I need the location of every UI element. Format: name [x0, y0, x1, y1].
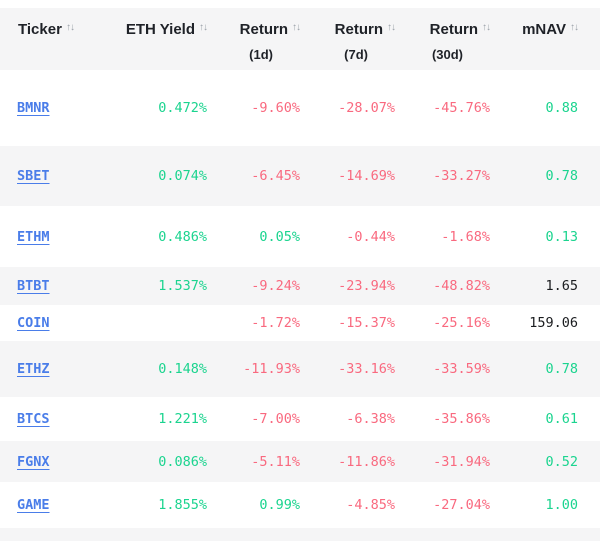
mnav-value: 0.78 [545, 361, 578, 377]
return-7d-value: -14.69% [338, 168, 395, 184]
ticker-link[interactable]: COIN [17, 315, 50, 331]
return-30d-value: -27.04% [433, 497, 490, 513]
return-30d-value: -35.86% [433, 411, 490, 427]
return-1d-value: -5.11% [251, 453, 300, 470]
ticker-link[interactable]: GAME [17, 497, 50, 513]
ticker-link[interactable]: ETHZ [17, 361, 50, 377]
ticker-cell: COIN [0, 315, 112, 331]
column-header-mnav[interactable]: mNAV ↑↓ [492, 21, 600, 46]
ticker-link[interactable]: ETHM [17, 228, 50, 245]
table-row: ETHM 0.486% 0.05% -0.44% -1.68% 0.13 [0, 206, 600, 267]
return-1d-value: -9.24% [251, 278, 300, 294]
column-header-eth-yield[interactable]: ETH Yield ↑↓ [112, 21, 208, 46]
column-label: Return ↑↓ [334, 21, 396, 38]
return-30d-value: -48.82% [433, 278, 490, 294]
sort-icon: ↑↓ [65, 22, 75, 33]
column-sublabel: (7d) [344, 47, 368, 62]
ticker-cell: BTCS [0, 411, 112, 427]
ticker-cell: SBET [0, 168, 112, 184]
mnav-value: 0.78 [545, 168, 578, 184]
return-30d-value: -33.27% [433, 168, 490, 184]
return-1d-value: 0.05% [259, 228, 300, 245]
column-header-return-1d[interactable]: Return ↑↓ (1d) [207, 21, 302, 63]
return-1d-value: -9.60% [251, 100, 300, 116]
return-7d-value: -15.37% [338, 315, 395, 331]
sort-icon: ↑↓ [292, 22, 301, 33]
column-label: Return ↑↓ [239, 21, 301, 38]
column-header-ticker[interactable]: Ticker ↑↓ [0, 21, 112, 46]
mnav-value: 159.06 [529, 315, 578, 331]
eth-yield-value: 0.486% [158, 228, 207, 245]
return-1d-value: -11.93% [243, 361, 300, 377]
return-7d-value: -11.86% [338, 453, 395, 470]
return-30d-value: -33.59% [433, 361, 490, 377]
ticker-cell: ETHM [0, 229, 112, 245]
return-7d-value: -4.85% [346, 497, 395, 513]
column-label: Ticker ↑↓ [18, 21, 75, 38]
ticker-cell: GAME [0, 497, 112, 513]
ticker-link[interactable]: BMNR [17, 100, 50, 116]
column-sublabel: (1d) [249, 47, 273, 62]
partial-next-row [0, 528, 600, 541]
ticker-link[interactable]: BTBT [17, 278, 50, 294]
table-row: BTCS 1.221% -7.00% -6.38% -35.86% 0.61 [0, 397, 600, 441]
column-sublabel: (30d) [431, 47, 463, 62]
table-row: BTBT 1.537% -9.24% -23.94% -48.82% 1.65 [0, 267, 600, 305]
return-7d-value: -28.07% [338, 100, 395, 116]
table-row: ETHZ 0.148% -11.93% -33.16% -33.59% 0.78 [0, 341, 600, 397]
column-label: Return ↑↓ [429, 21, 491, 38]
eth-yield-value: 1.537% [158, 278, 207, 294]
table-row: FGNX 0.086% -5.11% -11.86% -31.94% 0.52 [0, 441, 600, 482]
ticker-cell: ETHZ [0, 361, 112, 377]
ticker-cell: BTBT [0, 278, 112, 294]
eth-yield-value: 0.086% [158, 453, 207, 470]
table-row: COIN -1.72% -15.37% -25.16% 159.06 [0, 305, 600, 341]
return-30d-value: -1.68% [441, 228, 490, 245]
return-1d-value: -6.45% [251, 168, 300, 184]
table-header-row: Ticker ↑↓ ETH Yield ↑↓ Return ↑↓ (1d) Retur… [0, 8, 600, 70]
return-7d-value: -0.44% [346, 228, 395, 245]
mnav-value: 1.00 [545, 497, 578, 513]
return-1d-value: -1.72% [251, 315, 300, 331]
return-7d-value: -23.94% [338, 278, 395, 294]
ticker-link[interactable]: BTCS [17, 411, 50, 427]
mnav-value: 0.13 [545, 228, 578, 245]
table-row: BMNR 0.472% -9.60% -28.07% -45.76% 0.88 [0, 70, 600, 146]
ticker-link[interactable]: SBET [17, 168, 50, 184]
column-header-return-30d[interactable]: Return ↑↓ (30d) [397, 21, 492, 63]
ticker-cell: FGNX [0, 454, 112, 470]
table-row: SBET 0.074% -6.45% -14.69% -33.27% 0.78 [0, 146, 600, 206]
return-7d-value: -6.38% [346, 411, 395, 427]
sort-icon: ↑↓ [199, 22, 208, 33]
column-label: mNAV ↑↓ [522, 21, 579, 38]
column-label: ETH Yield ↑↓ [125, 21, 208, 38]
eth-yield-value: 1.855% [158, 497, 207, 513]
column-header-return-7d[interactable]: Return ↑↓ (7d) [302, 21, 397, 63]
table-row: GAME 1.855% 0.99% -4.85% -27.04% 1.00 [0, 482, 600, 528]
ticker-link[interactable]: FGNX [17, 453, 50, 470]
mnav-value: 0.52 [545, 453, 578, 470]
sort-icon: ↑↓ [482, 22, 491, 33]
mnav-value: 1.65 [545, 278, 578, 294]
mnav-value: 0.61 [545, 411, 578, 427]
return-30d-value: -25.16% [433, 315, 490, 331]
return-7d-value: -33.16% [338, 361, 395, 377]
eth-yield-value: 0.148% [158, 361, 207, 377]
sort-icon: ↑↓ [570, 22, 579, 33]
sort-icon: ↑↓ [387, 22, 396, 33]
return-1d-value: -7.00% [251, 411, 300, 427]
eth-yield-value: 0.074% [158, 168, 207, 184]
ticker-cell: BMNR [0, 100, 112, 116]
return-30d-value: -31.94% [433, 453, 490, 470]
return-30d-value: -45.76% [433, 100, 490, 116]
eth-yield-value: 0.472% [158, 100, 207, 116]
mnav-value: 0.88 [545, 100, 578, 116]
eth-yield-value: 1.221% [158, 411, 207, 427]
return-1d-value: 0.99% [259, 497, 300, 513]
